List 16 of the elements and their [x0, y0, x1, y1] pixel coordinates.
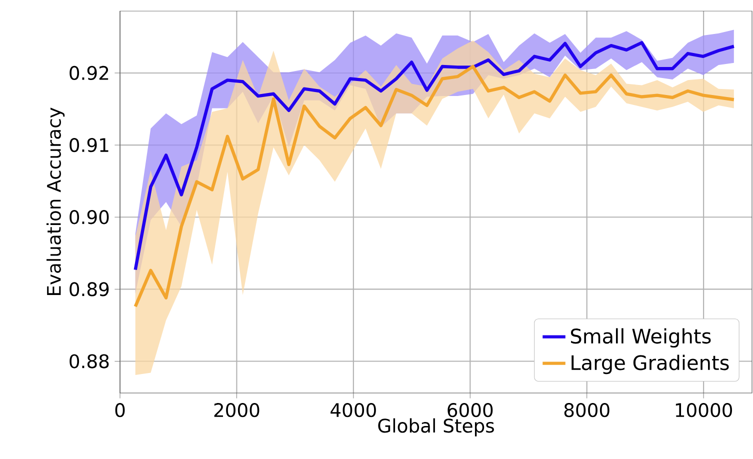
y-axis-title: Evaluation Accuracy — [46, 108, 65, 295]
x-axis-title: Global Steps — [378, 418, 494, 436]
x-tick-label: 4000 — [330, 403, 376, 418]
line-series — [134, 64, 736, 308]
y-tick-label: 0.92 — [70, 66, 108, 80]
legend-label: Small Weights — [570, 328, 711, 348]
x-tick-label: 0 — [115, 403, 125, 418]
y-tick-label: 0.90 — [70, 210, 109, 224]
x-tick-label: 6000 — [448, 403, 493, 418]
x-tick-label: 10000 — [676, 403, 732, 418]
legend-label: Large Gradients — [572, 354, 729, 374]
x-tick-label: 2000 — [214, 403, 260, 418]
y-tick-label: 0.88 — [70, 354, 109, 368]
y-tick-label: 0.91 — [70, 138, 108, 152]
x-tick-label: 8000 — [564, 403, 610, 418]
y-tick-label: 0.89 — [70, 282, 109, 296]
